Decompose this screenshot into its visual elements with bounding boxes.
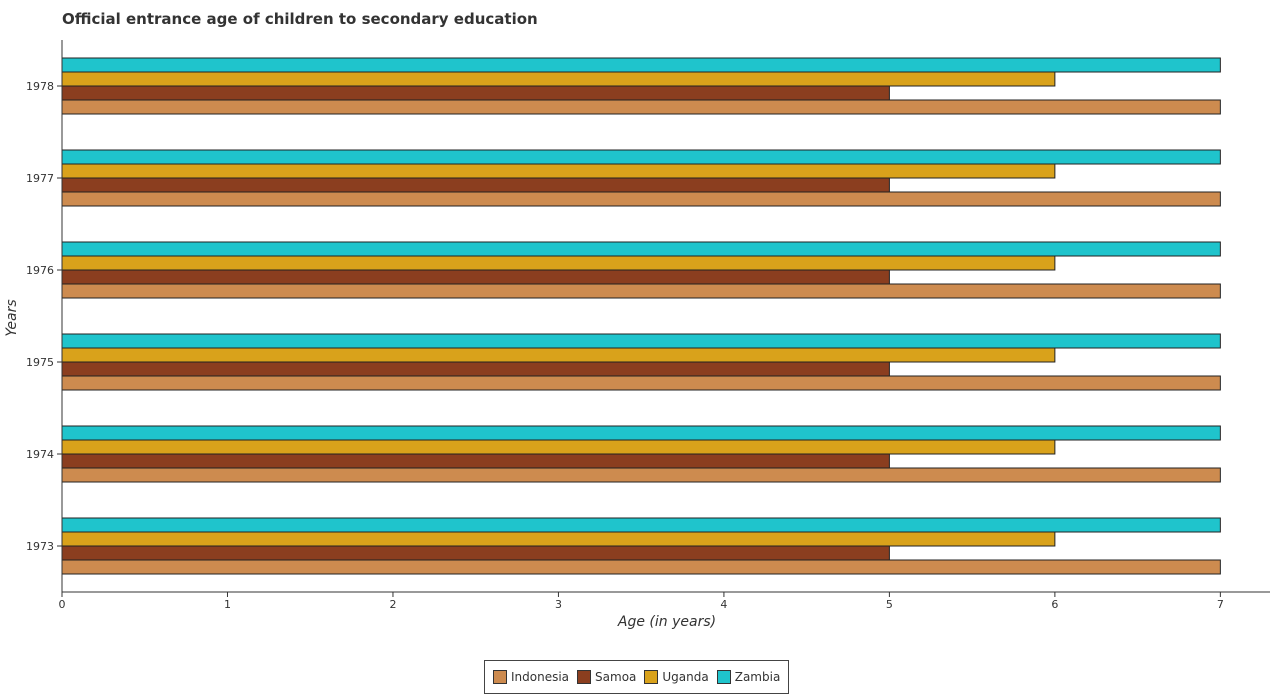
bar-samoa-1975 bbox=[61, 361, 890, 377]
bar-indonesia-1977 bbox=[61, 191, 1221, 207]
bar-uganda-1977 bbox=[61, 163, 1056, 179]
chart-legend: Indonesia Samoa Uganda Zambia bbox=[484, 660, 790, 694]
legend-item-samoa[interactable]: Samoa bbox=[577, 670, 636, 684]
bar-indonesia-1975 bbox=[61, 375, 1221, 391]
bar-uganda-1973 bbox=[61, 531, 1056, 547]
y-tick-label: 1978 bbox=[26, 80, 54, 93]
bar-uganda-1974 bbox=[61, 439, 1056, 455]
legend-label: Samoa bbox=[595, 670, 637, 684]
bar-zambia-1975 bbox=[61, 333, 1221, 349]
y-tick-label: 1977 bbox=[26, 172, 54, 185]
x-tick-label: 0 bbox=[59, 598, 66, 611]
bar-samoa-1978 bbox=[61, 85, 890, 101]
bar-zambia-1978 bbox=[61, 57, 1221, 73]
bar-uganda-1978 bbox=[61, 71, 1056, 87]
legend-swatch bbox=[716, 670, 731, 684]
legend-label: Uganda bbox=[662, 670, 709, 684]
x-axis-label: Age (in years) bbox=[617, 614, 716, 630]
bar-zambia-1977 bbox=[61, 149, 1221, 165]
bar-zambia-1973 bbox=[61, 517, 1221, 533]
legend-swatch bbox=[644, 670, 659, 684]
bar-uganda-1976 bbox=[61, 255, 1056, 271]
legend-swatch bbox=[493, 670, 507, 684]
bars-layer bbox=[61, 57, 1221, 575]
bar-indonesia-1976 bbox=[61, 283, 1221, 299]
bar-indonesia-1978 bbox=[61, 99, 1221, 115]
x-tick-label: 2 bbox=[389, 598, 396, 611]
x-tick-label: 3 bbox=[555, 598, 562, 611]
bar-samoa-1973 bbox=[61, 545, 890, 561]
chart-title: Official entrance age of children to sec… bbox=[62, 10, 538, 28]
x-tick-label: 1 bbox=[224, 598, 231, 611]
y-tick-label: 1976 bbox=[26, 264, 54, 277]
bar-samoa-1974 bbox=[61, 453, 890, 469]
x-tick-label: 4 bbox=[720, 598, 727, 611]
legend-label: Zambia bbox=[734, 670, 781, 684]
bar-zambia-1974 bbox=[61, 425, 1221, 441]
x-tick-label: 7 bbox=[1217, 598, 1224, 611]
bar-indonesia-1974 bbox=[61, 467, 1221, 483]
x-tick-label: 6 bbox=[1051, 598, 1058, 611]
legend-swatch bbox=[577, 670, 592, 684]
bar-samoa-1977 bbox=[61, 177, 890, 193]
bar-uganda-1975 bbox=[61, 347, 1056, 363]
y-axis-ticks: 1973 1974 1975 1976 1977 1978 bbox=[26, 80, 62, 553]
x-tick-label: 5 bbox=[886, 598, 893, 611]
y-tick-label: 1973 bbox=[26, 540, 54, 553]
bar-zambia-1976 bbox=[61, 241, 1221, 257]
legend-item-indonesia[interactable]: Indonesia bbox=[493, 670, 569, 684]
bar-indonesia-1973 bbox=[61, 559, 1221, 575]
bar-samoa-1976 bbox=[61, 269, 890, 285]
x-axis-ticks: 0 1 2 3 4 5 6 7 bbox=[59, 592, 1224, 611]
y-tick-label: 1974 bbox=[26, 448, 54, 461]
legend-label: Indonesia bbox=[511, 670, 570, 684]
y-tick-label: 1975 bbox=[26, 356, 54, 369]
legend-item-uganda[interactable]: Uganda bbox=[644, 670, 709, 684]
legend-item-zambia[interactable]: Zambia bbox=[716, 670, 781, 684]
y-axis-label: Years bbox=[4, 299, 20, 336]
